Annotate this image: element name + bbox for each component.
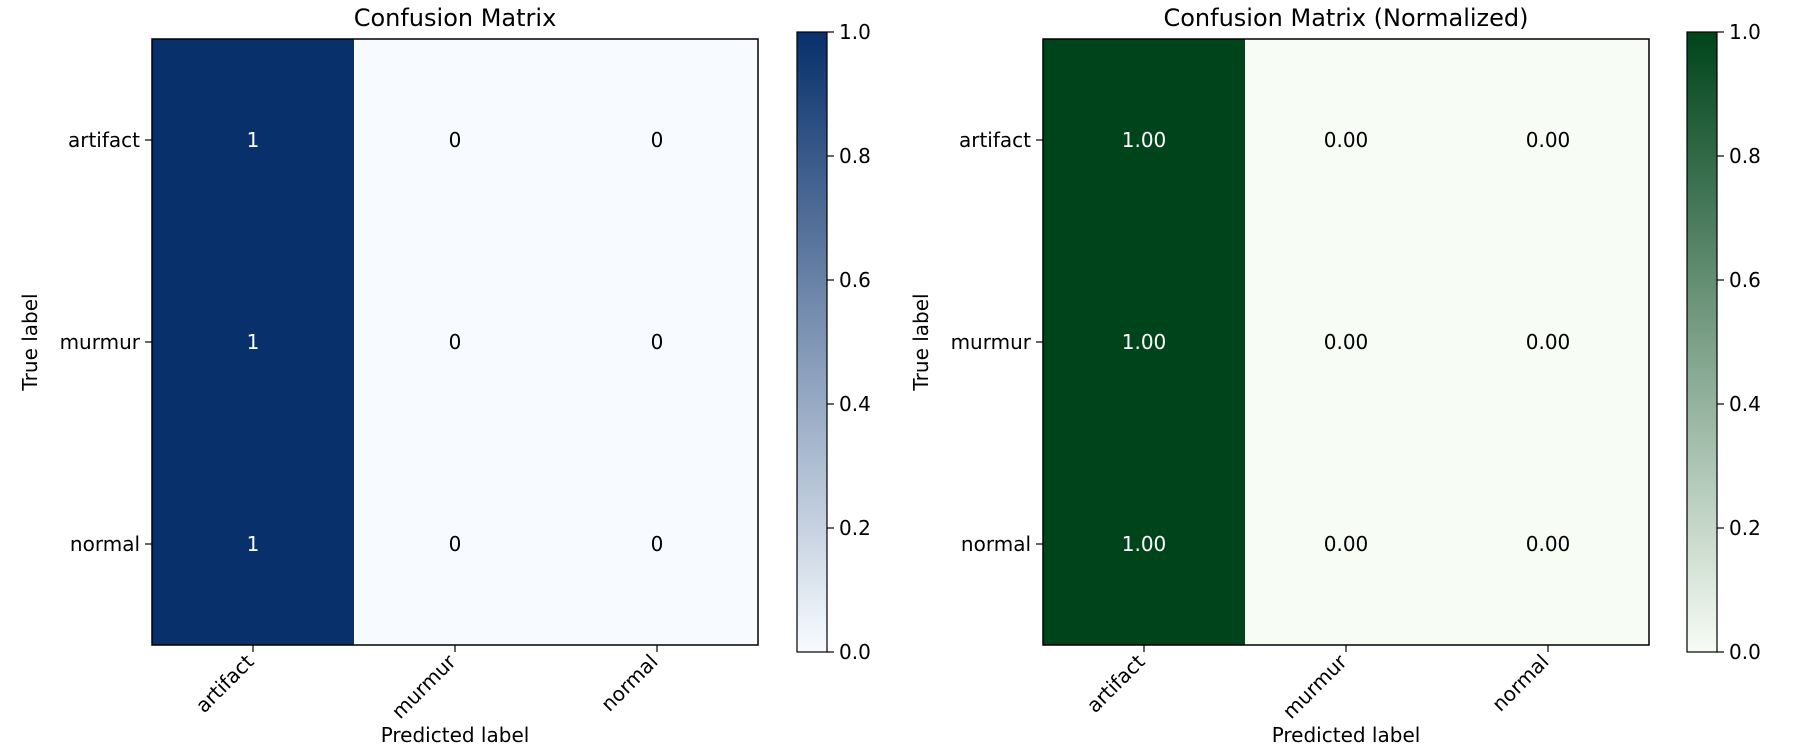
x-axis-label: Predicted label <box>381 723 530 747</box>
heatmap-cell <box>1043 39 1245 241</box>
colorbar-tick-label: 0.6 <box>839 268 871 292</box>
colorbar-tick-label: 1.0 <box>839 20 871 44</box>
heatmap-cell <box>556 39 758 241</box>
x-tick-label: artifact <box>191 649 259 717</box>
cell-value-label: 1.00 <box>1122 532 1167 556</box>
colorbar-tick-label: 0.8 <box>839 144 871 168</box>
colorbar-frame <box>796 31 828 653</box>
chart-panel-2: 1.00 0.00 0.00 1.00 0.00 0.00 1.00 0.00 0.00 Conf… <box>909 4 1761 747</box>
heatmap-cell <box>1043 443 1245 645</box>
chart-title: Confusion Matrix <box>354 4 557 32</box>
heatmap-cell <box>152 241 354 443</box>
cell-value-label: 0.00 <box>1526 330 1571 354</box>
colorbar-tick-label: 0.8 <box>1729 144 1761 168</box>
heatmap-cell <box>1447 39 1649 241</box>
x-tick-label: normal <box>1487 650 1554 717</box>
colorbar-tick-label: 0.0 <box>1729 640 1761 664</box>
heatmap-cell <box>354 39 556 241</box>
cell-value-label: 0.00 <box>1526 532 1571 556</box>
cell-value-label: 0 <box>651 128 664 152</box>
colorbar-tick-label: 0.4 <box>1729 392 1761 416</box>
cell-value-label: 0.00 <box>1324 330 1369 354</box>
colorbar-tick-label: 0.0 <box>839 640 871 664</box>
colorbar-tick-label: 0.4 <box>839 392 871 416</box>
y-tick-label: normal <box>70 532 140 556</box>
y-axis-label: True label <box>18 293 42 391</box>
heatmap-cell <box>354 241 556 443</box>
y-axis-label: True label <box>909 293 933 391</box>
colorbar-tick-label: 0.2 <box>1729 516 1761 540</box>
y-tick-label: murmur <box>951 330 1032 354</box>
chart-title: Confusion Matrix (Normalized) <box>1163 4 1528 32</box>
colorbar <box>797 32 827 652</box>
chart-panel-1: 1 0 0 1 0 0 1 0 0 Confusion Matrix artifact murmur n… <box>18 4 871 747</box>
heatmap-cell <box>556 241 758 443</box>
heatmap-cell <box>556 443 758 645</box>
cell-value-label: 1.00 <box>1122 330 1167 354</box>
heatmap-cell <box>354 443 556 645</box>
heatmap-cell <box>1043 241 1245 443</box>
colorbar <box>1687 32 1717 652</box>
cell-value-label: 0.00 <box>1324 532 1369 556</box>
colorbar-tick-label: 0.2 <box>839 516 871 540</box>
colorbar-tick-label: 0.6 <box>1729 268 1761 292</box>
heatmap-cell <box>1447 443 1649 645</box>
y-tick-label: murmur <box>60 330 141 354</box>
y-tick-label: artifact <box>959 128 1031 152</box>
heatmap-cell <box>1245 443 1447 645</box>
cell-value-label: 0.00 <box>1526 128 1571 152</box>
cell-value-label: 0 <box>449 128 462 152</box>
x-tick-label: normal <box>596 650 663 717</box>
heatmap-cell <box>1245 241 1447 443</box>
cell-value-label: 0 <box>449 330 462 354</box>
heatmap-cell <box>1447 241 1649 443</box>
cell-value-label: 0.00 <box>1324 128 1369 152</box>
x-axis-label: Predicted label <box>1272 723 1421 747</box>
colorbar-tick-label: 1.0 <box>1729 20 1761 44</box>
heatmap-cell <box>152 443 354 645</box>
cell-value-label: 0 <box>449 532 462 556</box>
heatmap-cell <box>1245 39 1447 241</box>
x-tick-label: murmur <box>1278 649 1352 723</box>
cell-value-label: 1 <box>247 330 260 354</box>
cell-value-label: 1 <box>247 128 260 152</box>
y-tick-label: normal <box>961 532 1031 556</box>
cell-value-label: 0 <box>651 330 664 354</box>
cell-value-label: 0 <box>651 532 664 556</box>
x-tick-label: artifact <box>1082 649 1150 717</box>
heatmap-cell <box>152 39 354 241</box>
cell-value-label: 1 <box>247 532 260 556</box>
y-tick-label: artifact <box>68 128 140 152</box>
cell-value-label: 1.00 <box>1122 128 1167 152</box>
x-tick-label: murmur <box>387 649 461 723</box>
colorbar-frame <box>1686 31 1718 653</box>
